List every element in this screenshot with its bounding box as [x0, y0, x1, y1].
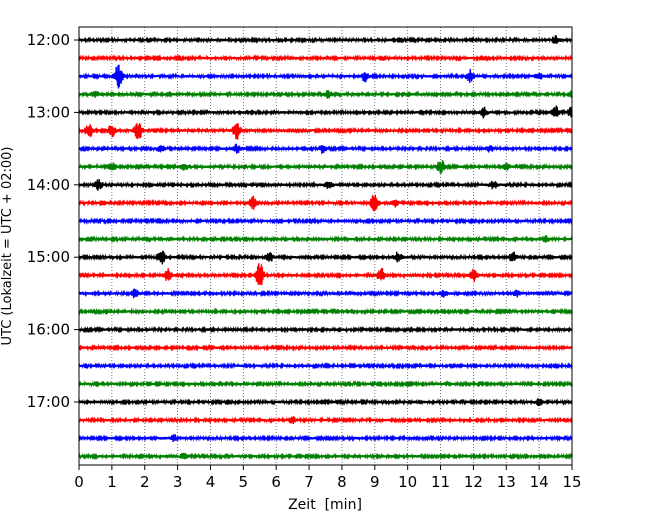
- x-tick-label: 4: [206, 473, 216, 491]
- trace-1615: [78, 343, 573, 352]
- x-tick-label: 9: [370, 473, 380, 491]
- trace-1215: [78, 54, 573, 63]
- y-tick-label: 16:00: [27, 321, 70, 339]
- y-tick-label: 12:00: [27, 31, 70, 49]
- x-tick-label: 15: [562, 473, 581, 491]
- trace-1430: [78, 217, 573, 225]
- x-tick-label: 11: [431, 473, 450, 491]
- trace-1730: [78, 434, 573, 443]
- x-axis-label: Zeit [min]: [288, 497, 362, 513]
- x-tick-label: 7: [304, 473, 314, 491]
- plot-frame: [78, 26, 573, 466]
- trace-1630: [78, 361, 573, 370]
- trace-1245: [78, 90, 573, 99]
- y-tick-label: 14:00: [27, 176, 70, 194]
- x-tick-label: 14: [530, 473, 549, 491]
- trace-1200: [78, 35, 573, 44]
- trace-1330: [78, 143, 573, 154]
- x-tick-label: 3: [173, 473, 183, 491]
- x-tick-label: 2: [140, 473, 150, 491]
- y-tick-label: 17:00: [27, 393, 70, 411]
- x-tick-label: 5: [239, 473, 249, 491]
- trace-1500: [78, 250, 573, 265]
- trace-1445: [78, 235, 573, 243]
- trace-1415: [78, 194, 573, 212]
- trace-1515: [78, 263, 573, 286]
- x-tick-label: 10: [398, 473, 417, 491]
- x-tick-label: 12: [464, 473, 483, 491]
- trace-1530: [78, 288, 573, 299]
- trace-1300: [78, 105, 573, 119]
- y-tick-label: 13:00: [27, 103, 70, 121]
- trace-1400: [78, 179, 573, 191]
- x-ticks: 0 1 2 3 4 5 6 7 8 9 10 11 12 13 14 15: [74, 465, 582, 491]
- trace-1345: [78, 160, 573, 174]
- x-tick-label: 13: [497, 473, 516, 491]
- x-tick-label: 1: [107, 473, 117, 491]
- y-ticks: 12:00 13:00 14:00 15:00 16:00 17:00: [27, 31, 79, 411]
- x-tick-label: 6: [271, 473, 281, 491]
- trace-1545: [78, 307, 573, 316]
- x-tick-label: 8: [337, 473, 347, 491]
- vertical-grid-lines: [111, 27, 540, 465]
- trace-1745: [78, 452, 573, 461]
- trace-layer: [78, 35, 573, 461]
- y-tick-label: 15:00: [27, 248, 70, 266]
- trace-1715: [78, 416, 573, 425]
- trace-1600: [78, 325, 573, 334]
- trace-1645: [78, 379, 573, 388]
- x-tick-label: 0: [74, 473, 84, 491]
- trace-1700: [78, 398, 573, 407]
- trace-1230: [78, 64, 573, 89]
- trace-1315: [78, 123, 573, 140]
- y-axis-label: UTC (Lokalzeit = UTC + 02:00): [0, 147, 15, 346]
